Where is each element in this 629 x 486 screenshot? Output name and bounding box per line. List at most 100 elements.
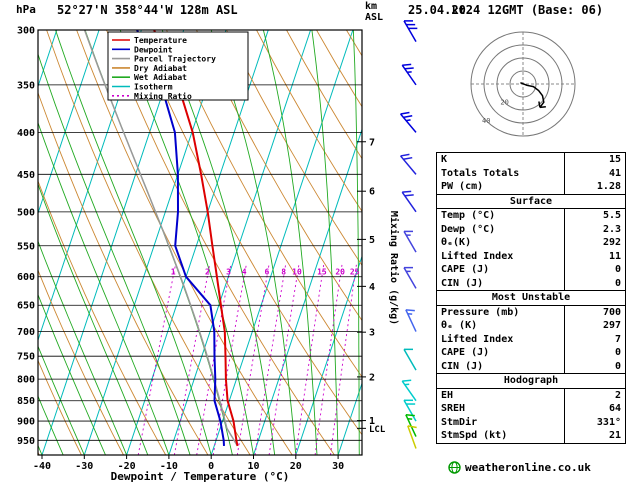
table-row: StmDir 331°: [437, 415, 626, 429]
stat-label: CIN (J): [441, 277, 484, 289]
svg-text:10: 10: [292, 268, 302, 277]
dewpoint-curve: [136, 30, 225, 446]
stat-label: K: [441, 154, 448, 165]
km-axis: 1 2 3 4 5 6 7: [357, 137, 375, 427]
table-row: StmSpd (kt) 21: [437, 429, 626, 443]
svg-text:800: 800: [17, 375, 35, 386]
globe-icon: [448, 461, 461, 474]
svg-text:LCL: LCL: [369, 425, 386, 435]
wind-barb: [399, 153, 417, 175]
svg-text:400: 400: [17, 128, 35, 139]
svg-text:6: 6: [369, 187, 375, 198]
wind-barb: [403, 20, 418, 43]
svg-text:4: 4: [242, 268, 247, 277]
svg-text:300: 300: [17, 26, 35, 37]
svg-text:0: 0: [208, 461, 214, 472]
table-section-header: Hodograph: [436, 373, 626, 389]
table-row: θₑ (K) 297: [437, 319, 626, 333]
stat-value: 2.3: [564, 222, 626, 236]
stat-value: 1.28: [564, 180, 626, 194]
stat-label: θₑ (K): [441, 320, 478, 331]
wind-barb: [401, 63, 417, 86]
table-row: EH 2: [437, 388, 626, 402]
parcel-curve: [83, 30, 239, 447]
wind-barb: [401, 190, 417, 213]
stat-value: 2: [564, 388, 626, 402]
stat-label: CAPE (J): [441, 264, 490, 275]
stat-label: StmSpd (kt): [441, 430, 508, 441]
legend-box: [107, 31, 249, 101]
stat-value: 331°: [564, 415, 626, 429]
stat-value: 41: [564, 166, 626, 180]
stat-value: 15: [564, 152, 626, 167]
stat-value: 292: [564, 236, 626, 250]
stat-label: Lifted Index: [441, 250, 514, 262]
table-row: CAPE (J) 0: [437, 263, 626, 277]
profiles: [83, 30, 239, 447]
wind-barb: [403, 230, 417, 253]
svg-text:-10: -10: [160, 461, 178, 472]
stat-label: CIN (J): [441, 360, 484, 372]
section-header-label: Most Unstable: [436, 290, 626, 306]
wind-barb: [403, 348, 417, 371]
legend-label: Dewpoint: [134, 44, 173, 54]
table-row: CAPE (J) 0: [437, 346, 626, 360]
stat-value: 7: [564, 332, 626, 346]
svg-text:600: 600: [17, 272, 35, 283]
stat-label: Totals Totals: [441, 167, 520, 179]
svg-text:-30: -30: [75, 461, 93, 472]
svg-text:1: 1: [171, 268, 176, 277]
stats-table: K 15 Totals Totals 41 PW (cm) 1.28 Surface Temp…: [436, 152, 626, 444]
svg-text:20: 20: [290, 461, 302, 472]
svg-text:8: 8: [281, 268, 286, 277]
table-section-header: Most Unstable: [436, 290, 626, 306]
svg-text:25: 25: [350, 268, 360, 277]
svg-text:650: 650: [17, 301, 35, 312]
hodograph-rings: [470, 31, 576, 137]
stat-value: 0: [564, 276, 626, 291]
section-header-label: Surface: [436, 193, 626, 209]
svg-text:2: 2: [369, 372, 375, 383]
legend-label: Temperature: [134, 36, 187, 45]
svg-text:3: 3: [369, 328, 375, 339]
asl-label: ASL: [365, 12, 384, 23]
stat-label: StmDir: [441, 416, 478, 428]
mixing-ratio-lines: [137, 264, 357, 455]
svg-text:15: 15: [317, 268, 327, 277]
table-section-header: Surface: [436, 193, 626, 209]
altitude-axis-unit-label: km ASL: [365, 1, 383, 23]
svg-text:2: 2: [205, 268, 210, 277]
svg-text:850: 850: [17, 396, 35, 407]
temperature-curve: [153, 30, 239, 447]
svg-text:20: 20: [335, 268, 345, 277]
stat-value: 64: [564, 402, 626, 416]
table-row: Totals Totals 41: [437, 166, 626, 180]
table-row: θₑ(K) 292: [437, 236, 626, 250]
svg-text:900: 900: [17, 417, 35, 428]
stat-label: Temp (°C): [441, 210, 496, 221]
legend-label: Parcel Trajectory: [134, 54, 216, 64]
stat-label: Pressure (mb): [441, 306, 520, 318]
table-row: Temp (°C) 5.5: [437, 208, 626, 223]
stat-value: 0: [564, 346, 626, 360]
legend-label: Wet Adiabat: [134, 72, 187, 82]
skewt-chart: 1 2 3 4 6 8 10 15 20 2530035040045050055060065070…: [17, 20, 418, 483]
mixing-ratio-labels: 1 2 3 4 6 8 10 15 20 25: [171, 268, 360, 277]
stat-label: Dewp (°C): [441, 223, 496, 235]
stat-value: 700: [564, 305, 626, 319]
datetime-title: 25.04.2024 12GMT (Base: 06): [408, 3, 604, 17]
wind-barb: [405, 414, 417, 437]
table-row: CIN (J) 0: [437, 359, 626, 374]
svg-text:5: 5: [369, 235, 375, 246]
stat-value: 297: [564, 319, 626, 333]
stat-value: 0: [564, 359, 626, 374]
mixing-ratio-axis-label: Mixing Ratio (g/kg): [388, 211, 400, 325]
hodograph-arrow: [538, 101, 546, 109]
svg-text:6: 6: [264, 268, 269, 277]
svg-text:550: 550: [17, 241, 35, 252]
stat-label: SREH: [441, 403, 466, 414]
svg-text:7: 7: [369, 137, 375, 148]
svg-text:750: 750: [17, 352, 35, 363]
legend-label: Isotherm: [134, 83, 173, 92]
